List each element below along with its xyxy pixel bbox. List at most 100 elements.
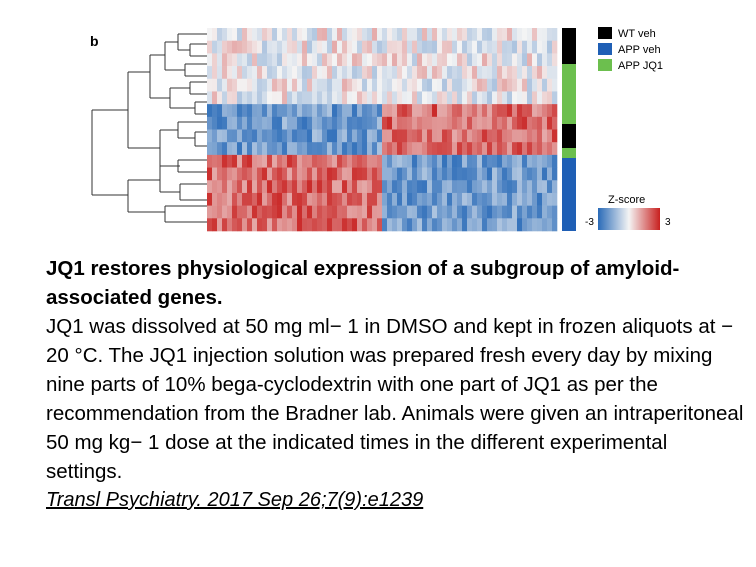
heatmap-cell xyxy=(402,180,408,194)
heatmap-cell xyxy=(412,180,418,194)
heatmap-cell xyxy=(247,116,253,130)
heatmap-cell xyxy=(247,104,253,118)
heatmap-cell xyxy=(232,167,238,181)
heatmap-cell xyxy=(532,205,538,219)
heatmap-cell xyxy=(292,116,298,130)
heatmap-cell xyxy=(382,218,388,232)
heatmap-cell xyxy=(267,66,273,80)
heatmap-cell xyxy=(422,142,428,156)
heatmap-cell xyxy=(397,78,403,92)
heatmap-cell xyxy=(462,78,468,92)
heatmap-cell xyxy=(277,104,283,118)
heatmap-cell xyxy=(317,28,323,41)
heatmap-cell xyxy=(432,218,438,232)
heatmap-cell xyxy=(382,91,388,105)
heatmap-cell xyxy=(287,142,293,156)
heatmap-cell xyxy=(502,218,508,232)
heatmap-cell xyxy=(397,192,403,206)
legend-swatch-app-veh xyxy=(598,43,612,55)
heatmap-cell xyxy=(402,129,408,143)
heatmap-cell xyxy=(402,40,408,54)
heatmap-cell xyxy=(317,78,323,92)
heatmap-cell xyxy=(472,218,478,232)
heatmap-cell xyxy=(377,154,383,168)
heatmap-cell xyxy=(242,28,248,41)
heatmap-cell xyxy=(257,154,263,168)
heatmap-cell xyxy=(262,142,268,156)
heatmap-cell xyxy=(352,91,358,105)
heatmap-cell xyxy=(407,154,413,168)
heatmap-cell xyxy=(487,91,493,105)
heatmap-cell xyxy=(512,116,518,130)
heatmap-cell xyxy=(552,154,558,168)
heatmap-cell xyxy=(362,116,368,130)
heatmap-cell xyxy=(367,142,373,156)
heatmap-cell xyxy=(367,154,373,168)
colorbar-min-label: -3 xyxy=(585,217,594,228)
heatmap-cell xyxy=(407,167,413,181)
heatmap-cell xyxy=(482,53,488,67)
heatmap-cell xyxy=(552,192,558,206)
heatmap-cell xyxy=(227,129,233,143)
heatmap-cell xyxy=(447,192,453,206)
heatmap-cell xyxy=(352,40,358,54)
heatmap-cell xyxy=(387,40,393,54)
heatmap-cell xyxy=(352,154,358,168)
heatmap-cell xyxy=(227,40,233,54)
heatmap-cell xyxy=(482,180,488,194)
heatmap-cell xyxy=(342,40,348,54)
heatmap-cell xyxy=(292,129,298,143)
heatmap-cell xyxy=(422,116,428,130)
heatmap-cell xyxy=(277,40,283,54)
heatmap-cell xyxy=(232,53,238,67)
heatmap-cell xyxy=(382,104,388,118)
heatmap-cell xyxy=(467,104,473,118)
heatmap-cell xyxy=(387,91,393,105)
heatmap-cell xyxy=(272,78,278,92)
heatmap-cell xyxy=(447,142,453,156)
citation-link[interactable]: Transl Psychiatry. 2017 Sep 26;7(9):e123… xyxy=(46,489,424,511)
heatmap-cell xyxy=(477,116,483,130)
heatmap-cell xyxy=(462,192,468,206)
heatmap-cell xyxy=(272,53,278,67)
heatmap-cell xyxy=(507,116,513,130)
heatmap-cell xyxy=(347,192,353,206)
heatmap-cell xyxy=(522,129,528,143)
heatmap-cell xyxy=(512,218,518,232)
heatmap-cell xyxy=(227,28,233,41)
heatmap-cell xyxy=(212,104,218,118)
heatmap-cell xyxy=(487,28,493,41)
heatmap-cell xyxy=(247,53,253,67)
heatmap-cell xyxy=(462,205,468,219)
heatmap-cell xyxy=(347,154,353,168)
heatmap-cell xyxy=(427,167,433,181)
heatmap-cell xyxy=(417,116,423,130)
heatmap-cell xyxy=(312,28,318,41)
heatmap-cell xyxy=(247,192,253,206)
heatmap-cell xyxy=(477,205,483,219)
heatmap-cell xyxy=(492,78,498,92)
heatmap-cell xyxy=(437,192,443,206)
heatmap-cell xyxy=(327,142,333,156)
heatmap-cell xyxy=(407,40,413,54)
heatmap-cell xyxy=(242,40,248,54)
heatmap-cell xyxy=(317,129,323,143)
heatmap-cell xyxy=(457,28,463,41)
heatmap-cell xyxy=(482,116,488,130)
heatmap-cell xyxy=(362,192,368,206)
heatmap-cell xyxy=(522,154,528,168)
heatmap-cell xyxy=(262,78,268,92)
heatmap-cell xyxy=(262,91,268,105)
heatmap-cell xyxy=(307,78,313,92)
heatmap-cell xyxy=(522,218,528,232)
heatmap-cell xyxy=(212,129,218,143)
heatmap-cell xyxy=(272,154,278,168)
heatmap-cell xyxy=(547,218,553,232)
heatmap-cell xyxy=(397,142,403,156)
heatmap-cell xyxy=(372,167,378,181)
heatmap-cell xyxy=(442,116,448,130)
heatmap-cell xyxy=(297,104,303,118)
heatmap-cell xyxy=(342,154,348,168)
heatmap-cell xyxy=(417,180,423,194)
colorbar-max-label: 3 xyxy=(665,217,671,228)
